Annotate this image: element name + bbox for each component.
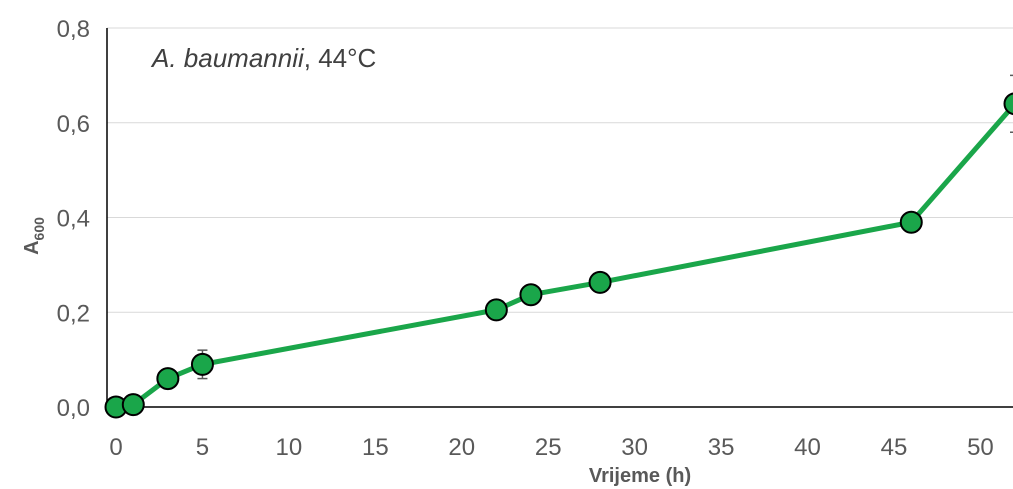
x-tick-labels: 0 5 10 15 20 25 30 35 40 45 50 — [109, 434, 993, 461]
y-tick-label: 0,4 — [57, 206, 90, 233]
data-point — [190, 352, 214, 376]
y-tick-label: 0,0 — [57, 395, 90, 422]
y-tick-labels: 0,0 0,2 0,4 0,6 0,8 — [57, 16, 90, 422]
svg-text:A600: A600 — [21, 217, 47, 255]
annotation-organism: A. baumannii — [150, 43, 305, 73]
x-tick-label: 20 — [448, 434, 475, 461]
y-tick-label: 0,2 — [57, 300, 90, 327]
x-tick-label: 35 — [708, 434, 735, 461]
y-tick-label: 0,6 — [57, 111, 90, 138]
x-tick-label: 5 — [196, 434, 209, 461]
y-axis-title-subscript: 600 — [31, 217, 47, 241]
chart-annotation: A. baumannii, 44°C — [150, 43, 376, 73]
grid-lines — [107, 27, 1013, 408]
data-point — [588, 270, 612, 294]
x-axis-title: Vrijeme (h) — [589, 465, 691, 487]
data-points — [104, 92, 1013, 419]
data-point — [484, 298, 508, 322]
y-tick-label: 0,8 — [57, 16, 90, 43]
annotation-condition: , 44°C — [304, 43, 377, 73]
x-tick-label: 45 — [881, 434, 908, 461]
x-tick-label: 40 — [794, 434, 821, 461]
x-tick-label: 25 — [535, 434, 562, 461]
x-tick-label: 30 — [621, 434, 648, 461]
x-tick-label: 50 — [967, 434, 994, 461]
data-point — [899, 210, 923, 234]
y-axis-title-main: A — [21, 240, 43, 254]
data-point — [121, 393, 145, 417]
y-axis-title: A600 — [21, 217, 47, 255]
x-tick-label: 10 — [276, 434, 303, 461]
series-line — [113, 102, 1013, 410]
data-point — [156, 367, 180, 391]
x-tick-label: 15 — [362, 434, 389, 461]
data-point — [519, 283, 543, 307]
x-tick-label: 0 — [109, 434, 122, 461]
data-point — [1003, 92, 1013, 116]
